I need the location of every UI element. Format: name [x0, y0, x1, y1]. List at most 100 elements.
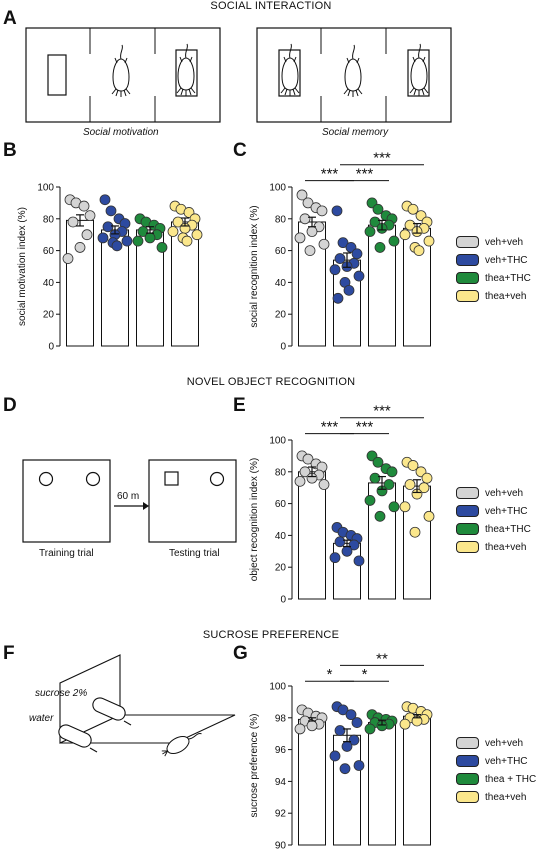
panel-letter-f: F	[3, 643, 15, 664]
data-point	[137, 226, 149, 237]
y-tick-label: 98	[275, 713, 287, 724]
data-point	[353, 555, 365, 567]
data-point	[334, 253, 346, 264]
y-tick-label: 96	[275, 745, 287, 756]
data-point	[423, 235, 435, 247]
sucrose-label: sucrose 2%	[35, 688, 88, 699]
data-point	[181, 235, 193, 247]
data-point	[84, 210, 96, 222]
bar	[298, 471, 326, 600]
legend-label: veh+veh	[485, 737, 524, 749]
data-point	[296, 189, 308, 201]
y-tick-label: 92	[275, 809, 287, 820]
legend-swatch	[456, 487, 479, 499]
data-point	[132, 235, 144, 247]
legend-label: thea+veh	[485, 541, 527, 553]
data-point	[337, 704, 349, 716]
bar	[66, 219, 94, 347]
data-point	[302, 197, 314, 209]
y-tick-label: 80	[275, 214, 287, 225]
legend-item: veh+veh	[456, 484, 542, 502]
significance-label: *	[362, 666, 368, 683]
data-point	[331, 205, 343, 217]
data-point	[348, 539, 360, 551]
data-point	[364, 226, 376, 237]
data-point	[329, 552, 341, 564]
legend-label: thea+veh	[485, 791, 527, 803]
y-tick-label: 100	[37, 183, 54, 194]
caged-mouse-icon	[176, 43, 196, 97]
object-square-icon	[164, 471, 179, 486]
legend-swatch	[456, 254, 479, 266]
significance-label: ***	[373, 403, 391, 420]
data-point	[78, 200, 90, 212]
data-point	[62, 253, 74, 264]
panel-letter-b: B	[3, 140, 17, 161]
legend-label: veh+veh	[485, 487, 524, 499]
data-point	[81, 229, 93, 241]
data-point	[369, 216, 381, 228]
training-trial-label: Training trial	[39, 548, 94, 559]
legend-label: thea+THC	[485, 272, 531, 284]
legend-swatch	[456, 505, 479, 517]
significance-label: *	[327, 666, 333, 683]
testing-arena	[148, 459, 237, 543]
caged-mouse-icon	[409, 43, 429, 97]
data-point	[316, 205, 328, 217]
y-tick-label: 0	[280, 342, 286, 353]
y-tick-label: 40	[275, 531, 287, 542]
data-point	[409, 526, 421, 538]
object-circle-icon	[38, 471, 54, 487]
significance-label: ***	[373, 150, 391, 167]
y-tick-label: 40	[43, 278, 55, 289]
legend-swatch	[456, 290, 479, 302]
data-point	[407, 203, 419, 215]
y-axis-label: social motivation index (%)	[17, 207, 28, 326]
data-point	[364, 723, 376, 735]
data-point	[102, 221, 114, 233]
legend-g: veh+veh veh+THC thea + THC thea+veh	[456, 734, 542, 806]
data-point	[364, 495, 376, 506]
data-point	[334, 725, 346, 736]
data-point	[353, 760, 365, 771]
data-point	[329, 264, 341, 276]
y-tick-label: 100	[269, 436, 286, 447]
y-tick-label: 0	[280, 595, 286, 606]
chart-object-recognition: 0 20 40 60 80 100 object recognition index (%)…	[249, 403, 435, 606]
panel-d-schematic	[22, 459, 237, 543]
panel-letter-g: G	[233, 643, 248, 664]
legend-label: thea+veh	[485, 290, 527, 302]
chart-social-motivation: 0 20 40 60 80 100 social motivation index (%)	[17, 183, 203, 353]
bar	[298, 718, 326, 846]
legend-item: veh+THC	[456, 752, 542, 770]
legend-item: thea+THC	[456, 269, 542, 287]
legend-item: thea + THC	[456, 770, 542, 788]
water-label: water	[29, 713, 54, 724]
empty-cage-icon	[47, 54, 67, 96]
legend-item: veh+veh	[456, 233, 542, 251]
legend-swatch	[456, 523, 479, 535]
legend-item: thea+veh	[456, 788, 542, 806]
data-point	[399, 718, 411, 730]
data-point	[404, 219, 416, 231]
data-point	[351, 717, 363, 728]
y-tick-label: 80	[43, 214, 55, 225]
mouse-icon	[161, 733, 202, 757]
legend-swatch	[456, 791, 479, 803]
significance-label: ***	[321, 166, 339, 183]
data-point	[74, 242, 86, 253]
water-bottle-icon	[58, 724, 98, 753]
legend-label: veh+THC	[485, 755, 528, 767]
data-point	[404, 479, 416, 490]
data-point	[172, 216, 184, 228]
y-tick-label: 60	[275, 499, 287, 510]
sucrose-bottle-icon	[92, 697, 132, 726]
data-point	[304, 245, 316, 256]
legend-swatch	[456, 773, 479, 785]
legend-item: veh+THC	[456, 251, 542, 269]
three-chamber-right	[256, 27, 452, 123]
y-tick-label: 40	[275, 278, 287, 289]
object-circle-icon	[209, 471, 225, 487]
data-point	[105, 205, 117, 217]
